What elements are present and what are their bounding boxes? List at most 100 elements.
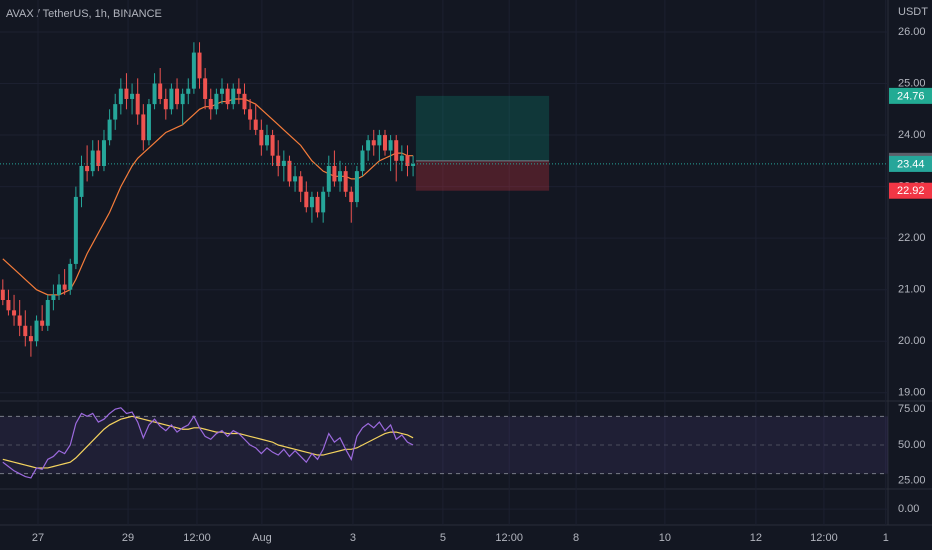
y-tick-label: 50.00 — [898, 439, 926, 451]
candle-body — [73, 196, 78, 264]
candle-body — [220, 88, 224, 94]
candle-body — [399, 155, 404, 161]
x-tick-label: 1 — [883, 532, 889, 544]
y-tick-label: 75.00 — [898, 403, 926, 415]
candle-body — [242, 93, 247, 110]
price-badge — [889, 155, 932, 172]
candle-body — [135, 93, 140, 115]
candle-body — [45, 300, 50, 326]
candle-body — [96, 150, 101, 166]
candle-body — [214, 93, 219, 110]
candle-body — [309, 196, 314, 208]
candle-body — [180, 93, 185, 105]
y-tick-label: 20.00 — [898, 335, 926, 347]
candle-body — [270, 135, 275, 156]
candle-body — [236, 88, 241, 94]
candle-body — [338, 171, 343, 182]
candle-body — [208, 98, 213, 110]
candle-body — [17, 315, 22, 326]
candle-body — [264, 135, 269, 146]
y-tick-label: 21.00 — [898, 284, 926, 296]
candle-body — [253, 119, 258, 130]
candle-body — [90, 150, 95, 172]
candle-body — [12, 310, 17, 316]
chart-title: AVAX / TetherUS, 1h, BINANCE — [6, 8, 162, 20]
rsi-ma-line — [2, 415, 414, 469]
candle-body — [298, 176, 303, 192]
candle-body — [197, 52, 202, 79]
candle-body — [366, 140, 371, 151]
candle-body — [175, 88, 180, 105]
rsi-line — [2, 407, 414, 479]
candle-body — [388, 140, 393, 151]
price-badge-label: 22.92 — [897, 185, 925, 197]
candle-body — [394, 140, 399, 161]
x-tick-label: 3 — [350, 532, 356, 544]
candle-body — [276, 155, 281, 166]
candle-body — [321, 191, 326, 213]
x-tick-label: 12:00 — [495, 532, 523, 544]
candle-body — [293, 176, 298, 182]
candle-body — [68, 263, 73, 290]
price-badge — [889, 87, 932, 104]
candle-body — [107, 119, 112, 141]
position-profit — [415, 95, 550, 161]
candle-body — [315, 196, 320, 213]
candle-body — [287, 160, 292, 182]
x-tick-label: 27 — [32, 532, 44, 544]
candle-body — [79, 165, 84, 197]
candle-body — [163, 98, 168, 110]
candle-body — [203, 78, 208, 99]
candle-body — [85, 165, 90, 172]
price-badge-label: 24.76 — [897, 90, 925, 102]
candle-body — [141, 114, 146, 141]
candle-body — [40, 320, 45, 326]
candle-body — [326, 165, 331, 192]
x-tick-label: 8 — [573, 532, 579, 544]
candle-body — [113, 104, 118, 120]
candle-body — [191, 52, 196, 89]
candle-body — [28, 336, 33, 342]
x-tick-label: 12 — [750, 532, 762, 544]
candle-body — [0, 289, 5, 300]
candle-body — [34, 320, 39, 342]
x-tick-label: 12:00 — [810, 532, 838, 544]
position-loss — [415, 160, 550, 191]
candle-body — [259, 129, 264, 146]
candle-body — [146, 104, 151, 141]
x-tick-label: 10 — [659, 532, 671, 544]
candle-body — [169, 88, 174, 110]
candle-body — [51, 294, 56, 300]
candle-body — [158, 83, 163, 99]
candle-body — [23, 325, 28, 337]
y-tick-label: 25.00 — [898, 77, 926, 89]
candle-body — [130, 93, 135, 99]
candle-body — [281, 160, 286, 166]
candle-body — [118, 88, 123, 105]
candle-body — [152, 83, 157, 105]
candle-body — [411, 163, 416, 166]
candle-body — [57, 284, 62, 295]
candle-body — [382, 135, 387, 151]
candle-body — [186, 88, 191, 94]
candle-body — [62, 284, 67, 290]
x-tick-label: 29 — [122, 532, 134, 544]
candle-body — [377, 135, 382, 146]
candle-body — [343, 171, 348, 192]
y-tick-label: 22.00 — [898, 232, 926, 244]
price-badge-label: 23.44 — [897, 158, 925, 170]
y-tick-label: 25.00 — [898, 475, 926, 487]
candle-body — [124, 88, 129, 99]
y-tick-label: 24.00 — [898, 129, 926, 141]
y-tick-label: 26.00 — [898, 26, 926, 38]
x-tick-label: 12:00 — [183, 532, 211, 544]
x-tick-label: 5 — [440, 532, 446, 544]
x-tick-label: Aug — [252, 532, 272, 544]
candle-body — [360, 150, 365, 172]
candle-body — [6, 300, 11, 311]
candle-body — [405, 155, 410, 166]
candle-body — [248, 109, 253, 120]
candle-body — [225, 88, 230, 105]
